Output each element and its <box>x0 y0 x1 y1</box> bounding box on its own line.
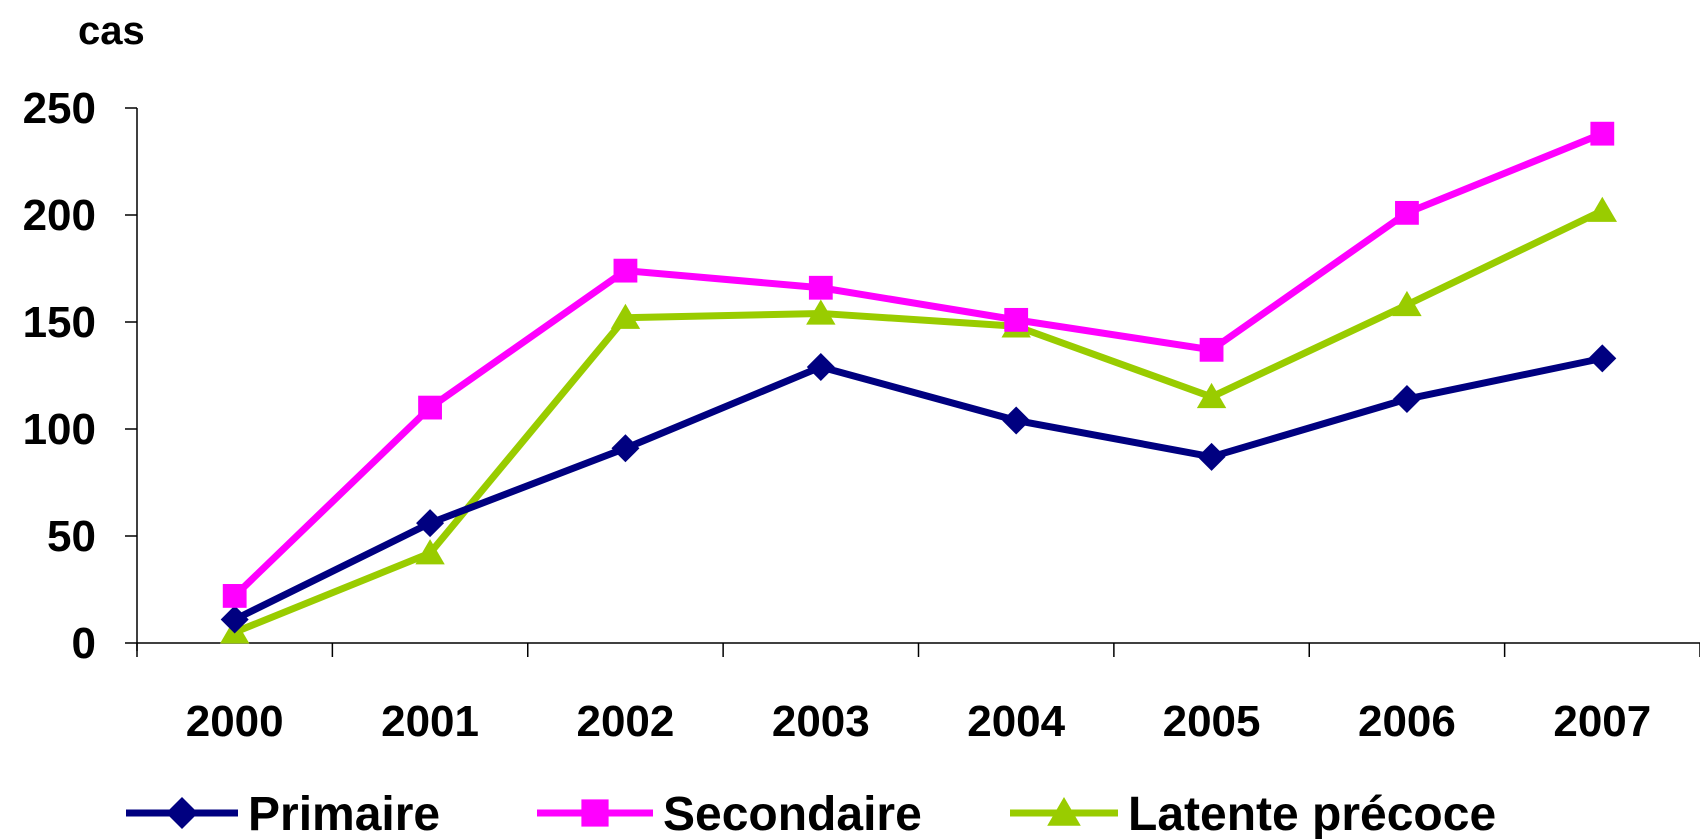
y-tick-label: 50 <box>47 512 96 561</box>
data-point <box>1395 200 1419 225</box>
series-secondaire <box>222 121 1615 608</box>
series-line <box>232 130 1604 599</box>
data-point <box>1588 344 1617 373</box>
data-point <box>222 584 247 608</box>
x-tick-label: 2005 <box>1163 697 1261 746</box>
axes: 0 50 100 150 200 250 2000 2001 2002 2003 2004 2005 2… <box>23 84 1700 746</box>
series-latente-pr-coce <box>219 196 1618 644</box>
data-point <box>610 303 641 329</box>
x-tick-label: 2006 <box>1358 697 1456 746</box>
legend-label: Latente précoce <box>1128 788 1496 839</box>
x-tick-label: 2001 <box>381 697 479 746</box>
data-point <box>808 275 833 300</box>
data-point <box>1196 382 1227 409</box>
data-point <box>1197 442 1226 471</box>
x-tick-label: 2000 <box>186 697 284 746</box>
legend-swatch-marker <box>166 797 198 829</box>
data-point <box>1392 290 1422 317</box>
series-line <box>233 354 1604 623</box>
data-point <box>1199 337 1224 362</box>
x-tick-label: 2007 <box>1553 697 1651 746</box>
data-point <box>806 299 836 325</box>
data-point <box>220 605 249 634</box>
data-point <box>611 434 640 463</box>
y-tick-label: 250 <box>23 84 96 133</box>
series-layer <box>219 121 1618 644</box>
series-line <box>233 207 1604 636</box>
series-primaire <box>220 344 1617 634</box>
data-point <box>1004 307 1029 332</box>
data-point <box>806 352 835 381</box>
data-point <box>416 509 445 538</box>
legend-swatch-marker <box>1047 797 1081 826</box>
data-point <box>613 258 638 283</box>
y-tick-label: 200 <box>23 191 96 240</box>
data-point <box>418 395 442 420</box>
x-tick-label: 2004 <box>967 697 1065 746</box>
legend-item: Secondaire <box>537 788 922 839</box>
data-point <box>1392 385 1421 414</box>
legend: Primaire Secondaire Latente précoce <box>126 788 1496 839</box>
y-tick-label: 0 <box>72 619 96 668</box>
data-point <box>1590 121 1615 146</box>
y-tick-label: 150 <box>23 298 96 347</box>
data-point <box>1587 196 1618 222</box>
legend-swatch-marker <box>581 799 609 827</box>
data-point <box>1002 406 1031 435</box>
y-axis-label: cas <box>78 9 145 53</box>
y-tick-label: 100 <box>23 405 96 454</box>
legend-item: Latente précoce <box>1010 788 1496 839</box>
x-tick-label: 2003 <box>772 697 870 746</box>
legend-label: Secondaire <box>663 788 922 839</box>
legend-label: Primaire <box>248 788 440 839</box>
legend-item: Primaire <box>126 788 440 839</box>
data-point <box>415 539 445 565</box>
x-tick-label: 2002 <box>576 697 674 746</box>
